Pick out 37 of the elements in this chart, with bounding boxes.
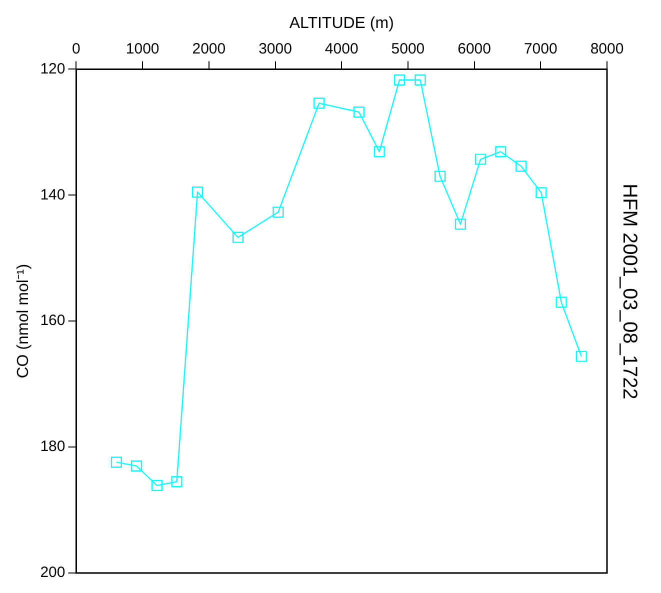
y-tick-label: 140 (40, 186, 66, 204)
point (353, 106, 364, 118)
x-tick-label: 0 (72, 40, 80, 58)
point (536, 187, 547, 198)
x-tick-label: 1000 (126, 40, 160, 58)
point (171, 476, 182, 488)
point (495, 146, 506, 158)
y-tick-label: 120 (40, 60, 66, 78)
point (232, 232, 244, 243)
text: HFM 2001_03_08_1722 (618, 184, 640, 400)
point (374, 146, 385, 158)
point (474, 154, 486, 165)
point (414, 74, 426, 86)
point (110, 456, 122, 468)
y-tick-label: 200 (40, 564, 66, 582)
point (454, 218, 466, 230)
point (130, 460, 142, 472)
x-tick-label: 4000 (324, 40, 358, 58)
point (272, 206, 284, 218)
x-tick-label: 5000 (391, 40, 425, 58)
point (434, 170, 446, 182)
x-axis-title: ALTITUDE (m) (289, 15, 394, 32)
point (556, 296, 567, 308)
y-tick-label: 160 (40, 312, 66, 330)
x-tick-label: 3000 (258, 40, 292, 58)
x-tick-label: 8000 (590, 40, 624, 58)
point (314, 98, 325, 109)
y-axis-title: CO (nmol mol⁻¹) (15, 264, 32, 378)
x-tick-label: 6000 (458, 40, 491, 58)
x-tick-label: 2000 (192, 40, 226, 58)
x-tick-label: 7000 (524, 40, 558, 58)
point (394, 74, 406, 86)
y-tick-label: 180 (40, 438, 66, 456)
point (192, 186, 204, 198)
point (516, 160, 527, 172)
point (151, 480, 163, 492)
point (576, 350, 587, 362)
